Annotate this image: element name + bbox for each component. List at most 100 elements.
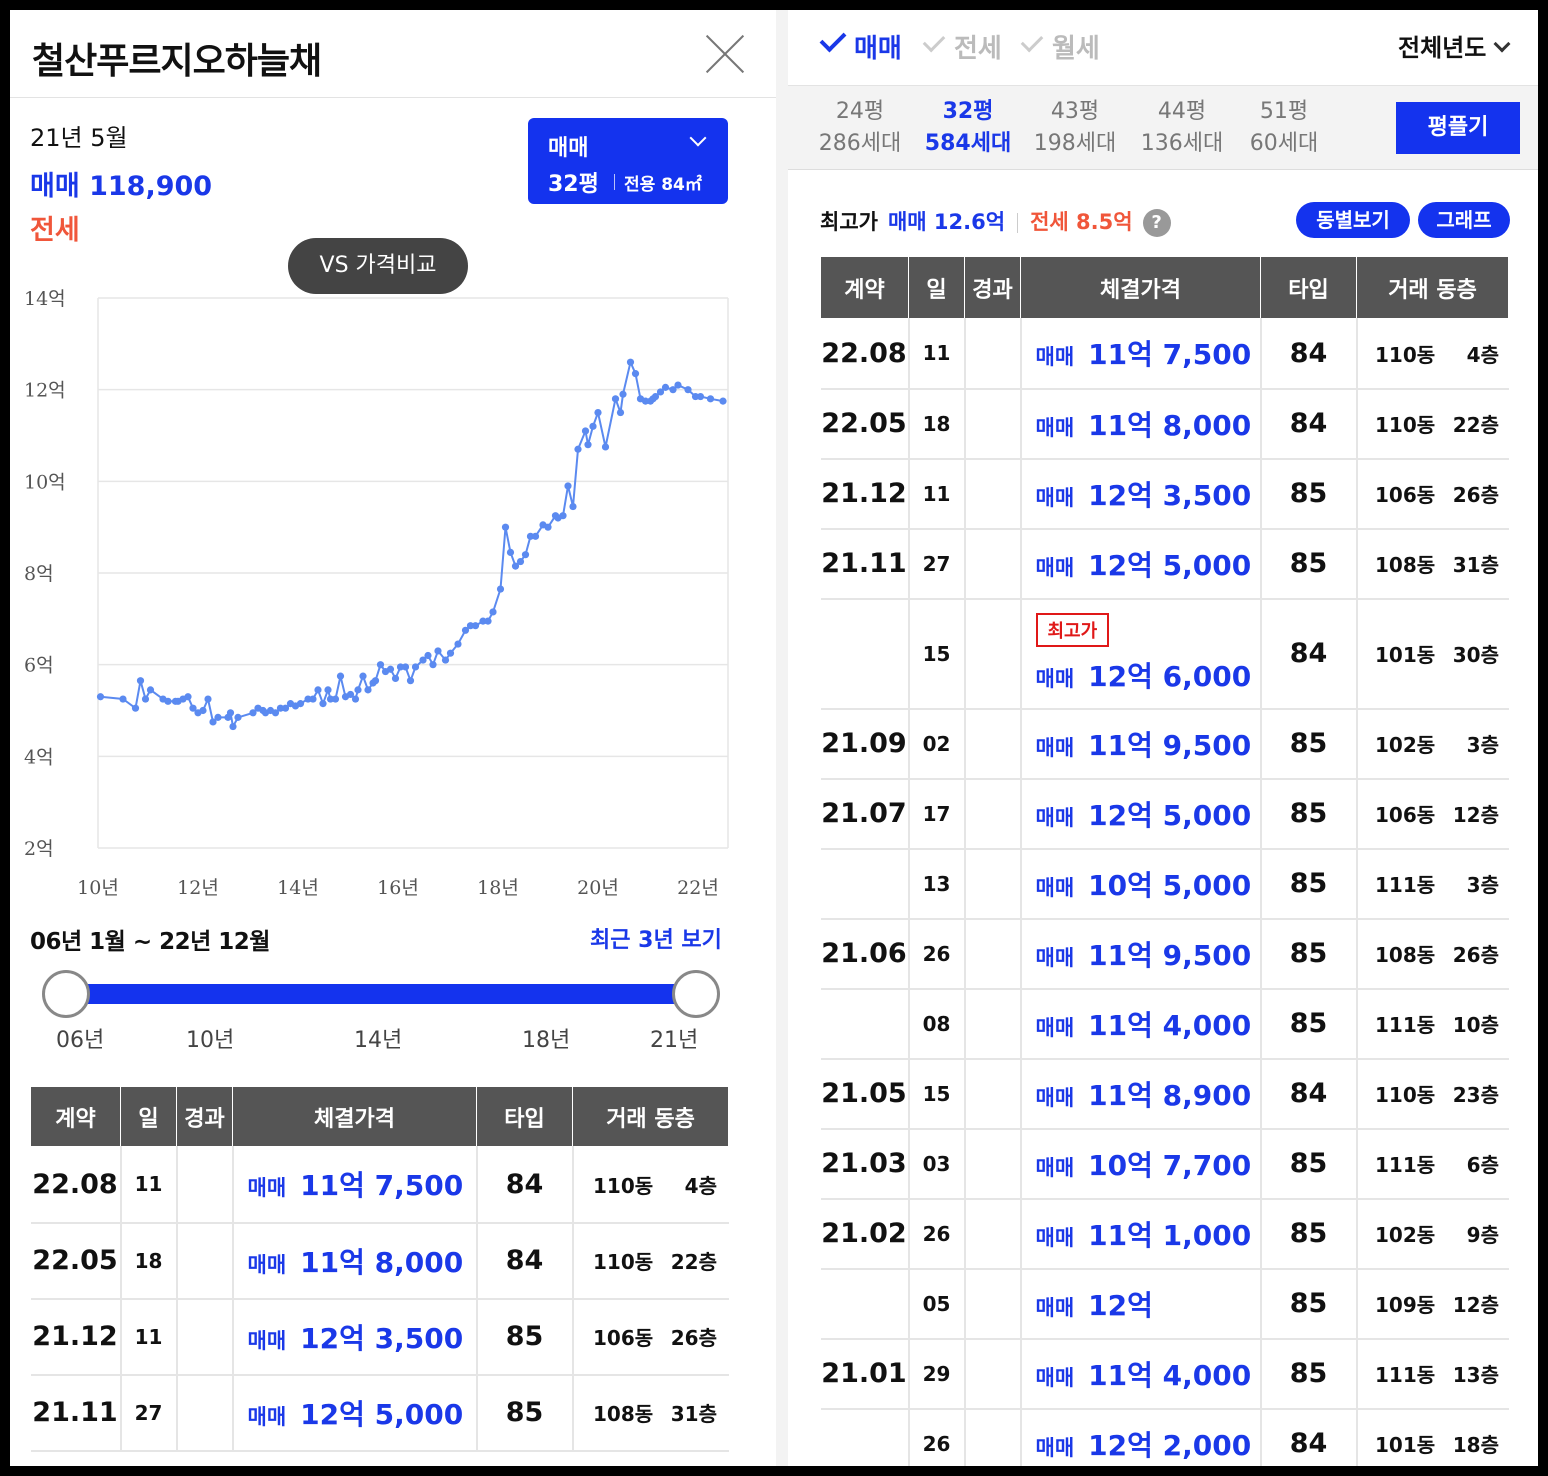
separator	[614, 174, 615, 190]
contract-month	[820, 598, 910, 710]
column-header[interactable]: 체결가격	[232, 1086, 477, 1147]
help-icon[interactable]: ?	[1142, 209, 1171, 237]
size-tab[interactable]: 43평 198세대	[1025, 96, 1125, 160]
deal-price-cell: 매매 12억 2,000	[1020, 1408, 1262, 1466]
close-icon[interactable]	[704, 32, 748, 76]
data-point	[304, 695, 312, 703]
separator	[1017, 213, 1019, 233]
unit-type: 84	[476, 1146, 574, 1224]
table-row[interactable]: 22.05 18 매매 11억 8,000 84 110동 22층	[820, 388, 1509, 460]
column-header[interactable]: 일	[120, 1086, 177, 1147]
data-point	[669, 386, 677, 394]
data-point	[501, 523, 510, 531]
column-header[interactable]: 계약	[30, 1086, 121, 1147]
column-header[interactable]: 타입	[476, 1086, 573, 1147]
data-point	[641, 397, 650, 405]
data-point	[184, 693, 192, 701]
deal-price-cell: 매매 12억 5,000	[1020, 778, 1262, 850]
column-header[interactable]: 타입	[1260, 256, 1357, 319]
contract-month	[820, 988, 910, 1060]
size-tab[interactable]: 44평 136세대	[1132, 96, 1232, 160]
table-row[interactable]: 22.08 11 매매 11억 7,500 84 110동 4층	[820, 318, 1509, 390]
data-point	[574, 445, 582, 453]
data-point	[391, 674, 400, 683]
contract-day: 27	[908, 528, 966, 600]
size-tab-selected[interactable]: 32평 584세대	[918, 96, 1018, 160]
table-row[interactable]: 21.12 11 매매 12억 3,500 85 106동 26층	[820, 458, 1509, 530]
deal-kind: 매매	[1035, 875, 1075, 900]
series-line	[100, 359, 724, 730]
deal-price-cell: 매매 11억 9,500	[1020, 918, 1262, 990]
table-row[interactable]: 21.12 11 매매 12억 3,500 85 106동 26층	[30, 1298, 729, 1376]
elapsed-cell	[964, 988, 1022, 1060]
size-tab[interactable]: 24평 286세대	[810, 96, 910, 160]
table-row[interactable]: 26 매매 12억 2,000 84 101동 18층	[820, 1408, 1509, 1466]
table-row[interactable]: 08 매매 11억 4,000 85 111동 10층	[820, 988, 1509, 1060]
contract-day: 13	[908, 848, 966, 920]
column-header[interactable]: 거래 동층	[572, 1086, 729, 1147]
range-slider-track[interactable]	[66, 984, 696, 1004]
type-selector[interactable]: 매매 32평 전용 84㎡	[528, 118, 728, 204]
data-point	[131, 704, 140, 712]
table-row[interactable]: 21.02 26 매매 11억 1,000 85 102동 9층	[820, 1198, 1509, 1270]
column-header[interactable]: 경과	[176, 1086, 233, 1147]
dong-view-button[interactable]: 동별보기	[1296, 202, 1410, 238]
data-point	[696, 392, 705, 401]
column-header[interactable]: 계약	[820, 256, 909, 319]
floor: 3층	[1466, 873, 1499, 897]
table-row[interactable]: 21.07 17 매매 12억 5,000 85 106동 12층	[820, 778, 1509, 850]
deal-kind: 매매	[1035, 1085, 1075, 1110]
data-point	[531, 532, 540, 540]
column-header[interactable]: 일	[908, 256, 965, 319]
column-header[interactable]: 체결가격	[1020, 256, 1261, 319]
type-kind: 매매	[548, 136, 589, 161]
unit-type: 85	[1260, 1128, 1358, 1200]
table-row[interactable]: 21.11 27 매매 12억 5,000 85 108동 31층	[30, 1374, 729, 1452]
table-row[interactable]: 21.09 02 매매 11억 9,500 85 102동 3층	[820, 708, 1509, 780]
table-row[interactable]: 21.06 26 매매 11억 9,500 85 108동 26층	[820, 918, 1509, 990]
deal-type-tabs: 매매 전세 월세 전체년도	[788, 10, 1538, 86]
max-rent-price: 전세 8.5억	[1030, 210, 1133, 234]
data-point	[376, 661, 385, 669]
range-slider-end-handle[interactable]	[672, 970, 720, 1018]
pyeong-button[interactable]: 평플기	[1396, 102, 1520, 154]
contract-day: 03	[908, 1128, 966, 1200]
graph-button[interactable]: 그래프	[1418, 202, 1510, 238]
table-row[interactable]: 13 매매 10억 5,000 85 111동 3층	[820, 848, 1509, 920]
deal-price: 12억 3,500	[300, 1321, 464, 1355]
data-point	[429, 661, 437, 669]
data-point	[371, 677, 380, 685]
column-header[interactable]: 거래 동층	[1356, 256, 1509, 319]
data-point	[314, 686, 322, 694]
unit-type: 85	[1260, 918, 1358, 990]
table-row[interactable]: 15 최고가 매매 12억 6,000 84 101동 30층	[820, 598, 1509, 710]
deal-price: 10억 7,700	[1088, 1148, 1252, 1182]
recent-3-years-link[interactable]: 최근 3년 보기	[590, 928, 722, 953]
table-row[interactable]: 21.11 27 매매 12억 5,000 85 108동 31층	[820, 528, 1509, 600]
floor: 26층	[670, 1326, 717, 1350]
column-header[interactable]: 경과	[964, 256, 1021, 319]
range-slider-start-handle[interactable]	[42, 970, 90, 1018]
max-sale-price: 매매 12.6억	[887, 210, 1006, 234]
table-row[interactable]: 21.03 03 매매 10억 7,700 85 111동 6층	[820, 1128, 1509, 1200]
data-point	[446, 649, 455, 657]
table-row[interactable]: 22.08 11 매매 11억 7,500 84 110동 4층	[30, 1146, 729, 1224]
x-tick-label: 18년	[477, 877, 519, 899]
table-row[interactable]: 21.05 15 매매 11억 8,900 84 110동 23층	[820, 1058, 1509, 1130]
tab-wolse[interactable]: 월세	[1020, 28, 1100, 65]
year-select[interactable]: 전체년도	[1398, 28, 1511, 63]
size-tab[interactable]: 51평 60세대	[1234, 96, 1334, 160]
data-point	[354, 686, 362, 694]
table-row[interactable]: 05 매매 12억 85 109동 12층	[820, 1268, 1509, 1340]
data-point	[506, 548, 515, 556]
table-row[interactable]: 22.05 18 매매 11억 8,000 84 110동 22층	[30, 1222, 729, 1300]
vs-compare-button[interactable]: VS 가격비교	[288, 238, 468, 294]
deal-kind: 매매	[1035, 945, 1075, 970]
data-point	[594, 408, 602, 417]
deal-price-cell: 매매 11억 8,000	[1020, 388, 1262, 460]
table-row[interactable]: 21.01 29 매매 11억 4,000 85 111동 13층	[820, 1338, 1509, 1410]
tab-jeonse[interactable]: 전세	[922, 28, 1002, 65]
tab-sale[interactable]: 매매	[819, 25, 902, 65]
deal-price: 11억 8,000	[300, 1245, 464, 1279]
chevron-down-icon	[689, 129, 707, 147]
